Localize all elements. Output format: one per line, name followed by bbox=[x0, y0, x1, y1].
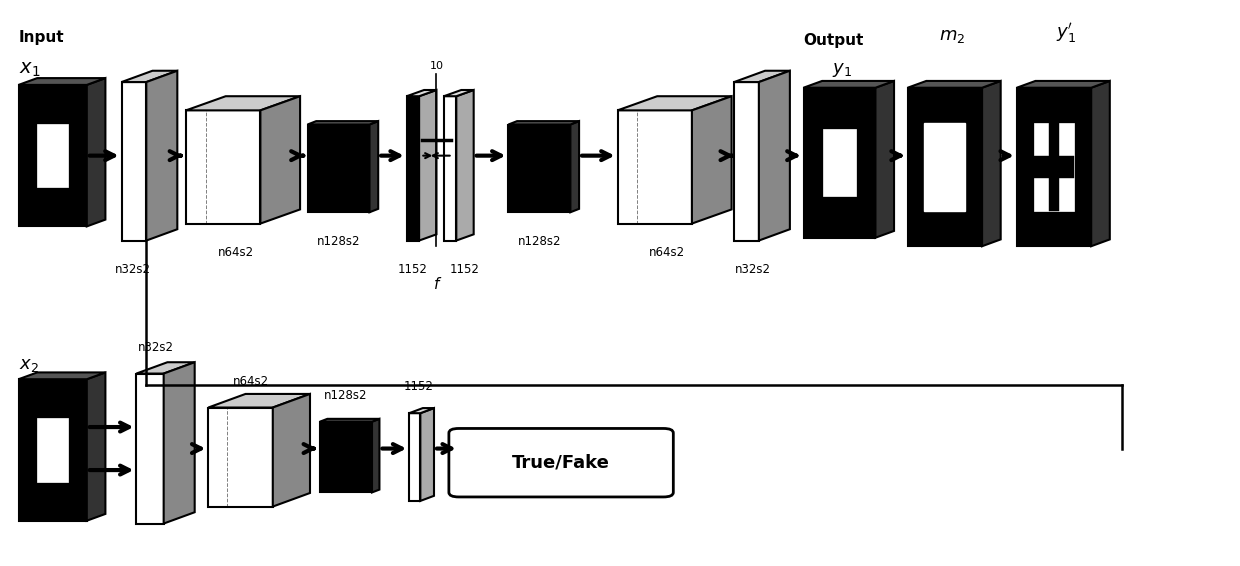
Polygon shape bbox=[37, 418, 68, 482]
Polygon shape bbox=[320, 422, 372, 492]
Text: n128s2: n128s2 bbox=[316, 235, 361, 248]
Text: n128s2: n128s2 bbox=[517, 235, 562, 248]
Text: n32s2: n32s2 bbox=[735, 263, 771, 276]
Text: n64s2: n64s2 bbox=[217, 246, 254, 259]
Polygon shape bbox=[19, 85, 87, 226]
Polygon shape bbox=[982, 81, 1001, 246]
Polygon shape bbox=[759, 71, 790, 241]
Polygon shape bbox=[618, 96, 732, 110]
Polygon shape bbox=[908, 88, 982, 246]
Polygon shape bbox=[407, 96, 419, 241]
Polygon shape bbox=[260, 96, 300, 224]
Polygon shape bbox=[409, 408, 434, 413]
Text: 1152: 1152 bbox=[398, 263, 428, 276]
Text: n32s2: n32s2 bbox=[115, 263, 151, 276]
Polygon shape bbox=[308, 121, 378, 125]
Polygon shape bbox=[122, 71, 177, 82]
Polygon shape bbox=[208, 408, 273, 507]
Polygon shape bbox=[1034, 123, 1074, 211]
Polygon shape bbox=[19, 372, 105, 379]
Polygon shape bbox=[692, 96, 732, 224]
Polygon shape bbox=[372, 419, 379, 492]
Polygon shape bbox=[734, 82, 759, 241]
Polygon shape bbox=[508, 121, 579, 125]
Polygon shape bbox=[136, 362, 195, 374]
Polygon shape bbox=[19, 78, 105, 85]
Polygon shape bbox=[407, 90, 436, 96]
Text: n64s2: n64s2 bbox=[232, 375, 269, 388]
Polygon shape bbox=[444, 96, 456, 241]
Polygon shape bbox=[444, 90, 474, 96]
Polygon shape bbox=[804, 88, 875, 238]
Text: $x_1$: $x_1$ bbox=[19, 60, 40, 79]
Polygon shape bbox=[1034, 156, 1074, 178]
Text: Input: Input bbox=[19, 30, 64, 45]
Polygon shape bbox=[273, 394, 310, 507]
Text: Output: Output bbox=[804, 33, 864, 48]
Text: 1152: 1152 bbox=[450, 263, 480, 276]
Text: 10: 10 bbox=[429, 61, 444, 71]
Polygon shape bbox=[508, 125, 570, 212]
Polygon shape bbox=[570, 121, 579, 212]
Text: $m_2$: $m_2$ bbox=[939, 27, 966, 45]
Polygon shape bbox=[924, 123, 965, 211]
Polygon shape bbox=[456, 90, 474, 241]
Polygon shape bbox=[1017, 88, 1091, 246]
Polygon shape bbox=[618, 110, 692, 224]
Text: True/Fake: True/Fake bbox=[512, 454, 610, 471]
Polygon shape bbox=[87, 372, 105, 521]
Polygon shape bbox=[186, 110, 260, 224]
Text: n128s2: n128s2 bbox=[324, 389, 368, 402]
Polygon shape bbox=[308, 125, 370, 212]
Polygon shape bbox=[1049, 123, 1059, 211]
Text: n64s2: n64s2 bbox=[649, 246, 686, 259]
Polygon shape bbox=[146, 71, 177, 241]
Text: $x_2$: $x_2$ bbox=[19, 355, 38, 374]
Text: $y_1$: $y_1$ bbox=[832, 61, 852, 79]
Polygon shape bbox=[420, 408, 434, 501]
Polygon shape bbox=[37, 124, 68, 187]
Polygon shape bbox=[19, 379, 87, 521]
Polygon shape bbox=[1017, 81, 1110, 88]
Polygon shape bbox=[734, 71, 790, 82]
Polygon shape bbox=[1091, 81, 1110, 246]
Polygon shape bbox=[208, 394, 310, 408]
Polygon shape bbox=[136, 374, 164, 524]
Polygon shape bbox=[823, 129, 856, 196]
Polygon shape bbox=[875, 81, 894, 238]
Polygon shape bbox=[419, 90, 436, 241]
Polygon shape bbox=[186, 96, 300, 110]
Polygon shape bbox=[320, 419, 379, 422]
Polygon shape bbox=[908, 81, 1001, 88]
FancyBboxPatch shape bbox=[449, 428, 673, 497]
Text: f: f bbox=[434, 277, 439, 293]
Polygon shape bbox=[804, 81, 894, 88]
Polygon shape bbox=[122, 82, 146, 241]
Polygon shape bbox=[87, 78, 105, 226]
Text: n32s2: n32s2 bbox=[138, 341, 174, 354]
Text: 1152: 1152 bbox=[403, 380, 434, 393]
Polygon shape bbox=[370, 121, 378, 212]
Polygon shape bbox=[164, 362, 195, 524]
Text: $y_1'$: $y_1'$ bbox=[1056, 22, 1076, 45]
Polygon shape bbox=[409, 413, 420, 501]
